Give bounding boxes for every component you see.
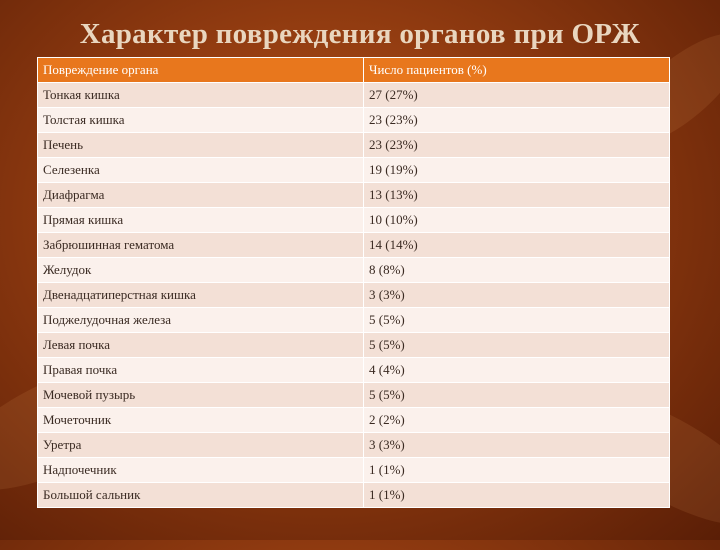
organ-cell: Надпочечник [37,457,364,483]
table-row: Забрюшинная гематома 14 (14%) [37,232,670,258]
table-header-row: Повреждение органа Число пациентов (%) [37,57,670,83]
table-row: Прямая кишка 10 (10%) [37,207,670,233]
count-cell: 8 (8%) [363,257,670,283]
count-cell: 3 (3%) [363,432,670,458]
count-cell: 23 (23%) [363,132,670,158]
organ-cell: Тонкая кишка [37,82,364,108]
table-row: Левая почка 5 (5%) [37,332,670,358]
table-row: Надпочечник 1 (1%) [37,457,670,483]
table-row: Печень 23 (23%) [37,132,670,158]
organ-cell: Желудок [37,257,364,283]
table-row: Мочеточник 2 (2%) [37,407,670,433]
count-cell: 14 (14%) [363,232,670,258]
organ-cell: Мочеточник [37,407,364,433]
table-row: Селезенка 19 (19%) [37,157,670,183]
table-row: Правая почка 4 (4%) [37,357,670,383]
count-cell: 23 (23%) [363,107,670,133]
organ-cell: Мочевой пузырь [37,382,364,408]
header-patient-count: Число пациентов (%) [363,57,670,83]
organ-cell: Большой сальник [37,482,364,508]
count-cell: 10 (10%) [363,207,670,233]
table-row: Диафрагма 13 (13%) [37,182,670,208]
table-row: Двенадцатиперстная кишка 3 (3%) [37,282,670,308]
organ-cell: Печень [37,132,364,158]
organ-cell: Двенадцатиперстная кишка [37,282,364,308]
count-cell: 5 (5%) [363,307,670,333]
count-cell: 2 (2%) [363,407,670,433]
table-row: Большой сальник 1 (1%) [37,482,670,508]
count-cell: 1 (1%) [363,482,670,508]
table-row: Поджелудочная железа 5 (5%) [37,307,670,333]
organ-cell: Диафрагма [37,182,364,208]
table-row: Тонкая кишка 27 (27%) [37,82,670,108]
organ-cell: Прямая кишка [37,207,364,233]
table-row: Желудок 8 (8%) [37,257,670,283]
table-row: Толстая кишка 23 (23%) [37,107,670,133]
count-cell: 3 (3%) [363,282,670,308]
organ-injury-table: Повреждение органа Число пациентов (%) Т… [37,57,670,508]
count-cell: 5 (5%) [363,332,670,358]
organ-cell: Забрюшинная гематома [37,232,364,258]
organ-cell: Уретра [37,432,364,458]
count-cell: 1 (1%) [363,457,670,483]
count-cell: 27 (27%) [363,82,670,108]
organ-cell: Поджелудочная железа [37,307,364,333]
count-cell: 5 (5%) [363,382,670,408]
header-organ: Повреждение органа [37,57,364,83]
table-row: Мочевой пузырь 5 (5%) [37,382,670,408]
slide-title: Характер повреждения органов при ОРЖ [79,18,641,50]
organ-cell: Правая почка [37,357,364,383]
count-cell: 19 (19%) [363,157,670,183]
table-row: Уретра 3 (3%) [37,432,670,458]
organ-cell: Толстая кишка [37,107,364,133]
organ-cell: Селезенка [37,157,364,183]
count-cell: 4 (4%) [363,357,670,383]
organ-cell: Левая почка [37,332,364,358]
count-cell: 13 (13%) [363,182,670,208]
